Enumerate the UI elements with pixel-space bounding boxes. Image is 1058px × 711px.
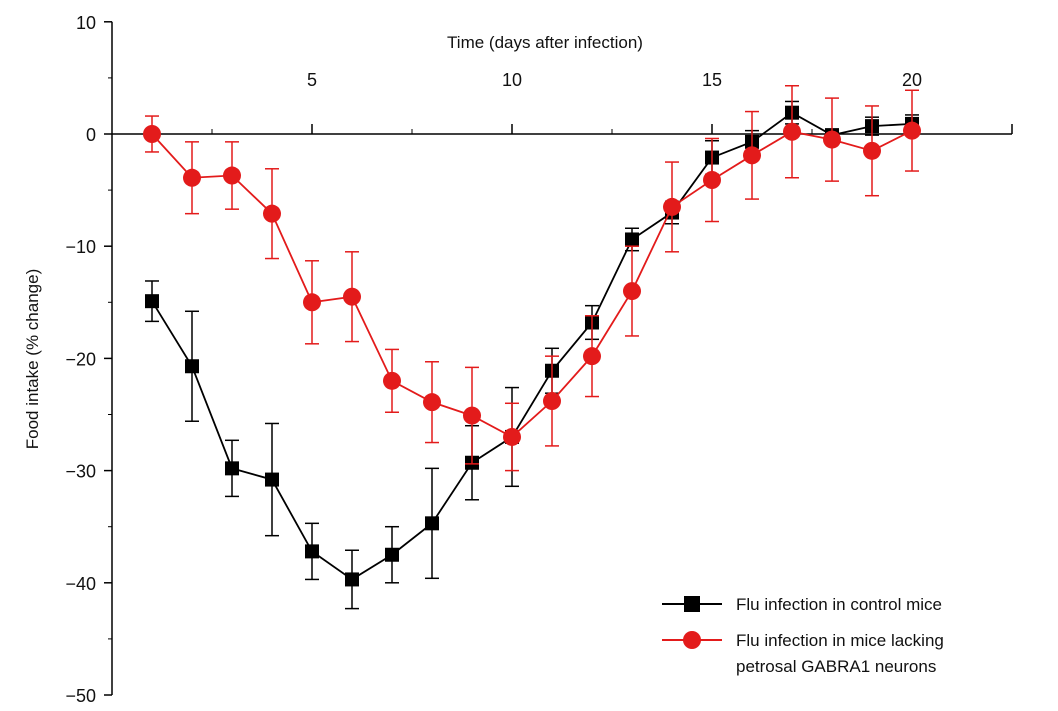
legend-label-control: Flu infection in control mice — [736, 595, 942, 614]
y-tick-label: −30 — [65, 462, 96, 482]
data-point — [385, 547, 399, 562]
y-tick-label: −40 — [65, 574, 96, 594]
data-point — [383, 371, 401, 390]
data-point — [185, 359, 199, 374]
legend-label-gabra1-line1: Flu infection in mice lacking — [736, 631, 944, 650]
y-axis-title: Food intake (% change) — [23, 269, 42, 450]
data-point — [463, 406, 481, 425]
x-tick-label: 10 — [502, 70, 522, 90]
x-tick-label: 15 — [702, 70, 722, 90]
series-control — [145, 100, 919, 610]
y-tick-label: 10 — [76, 13, 96, 33]
data-point — [783, 122, 801, 141]
data-point — [223, 166, 241, 185]
x-axis-title: Time (days after infection) — [447, 33, 643, 52]
data-point — [425, 516, 439, 531]
data-point — [345, 572, 359, 587]
y-tick-label: 0 — [86, 125, 96, 145]
data-point — [625, 232, 639, 247]
data-point — [143, 125, 161, 143]
data-point — [903, 121, 921, 140]
legend-marker-gabra1 — [683, 631, 701, 649]
data-point — [503, 427, 521, 446]
legend-label-gabra1-line2: petrosal GABRA1 neurons — [736, 657, 936, 676]
y-tick-label: −10 — [65, 237, 96, 257]
data-point — [703, 171, 721, 190]
data-point — [663, 197, 681, 216]
series-gabra1 — [143, 85, 921, 472]
data-point — [583, 347, 601, 366]
data-point — [145, 294, 159, 309]
data-point — [263, 204, 281, 223]
x-tick-label: 20 — [902, 70, 922, 90]
data-point — [423, 393, 441, 412]
y-tick-label: −50 — [65, 686, 96, 706]
data-point — [303, 293, 321, 312]
data-point — [623, 282, 641, 301]
data-point — [743, 146, 761, 165]
series-line — [151, 129, 913, 439]
data-point — [543, 392, 561, 411]
data-point — [863, 141, 881, 160]
data-point — [305, 544, 319, 559]
data-point — [823, 130, 841, 149]
legend: Flu infection in control mice Flu infect… — [662, 595, 944, 676]
data-point — [225, 461, 239, 476]
data-point — [343, 287, 361, 306]
legend-marker-control — [684, 596, 700, 612]
x-tick-label: 5 — [307, 70, 317, 90]
data-point — [183, 168, 201, 187]
y-tick-label: −20 — [65, 349, 96, 369]
series-line — [151, 111, 913, 581]
data-point — [265, 472, 279, 487]
